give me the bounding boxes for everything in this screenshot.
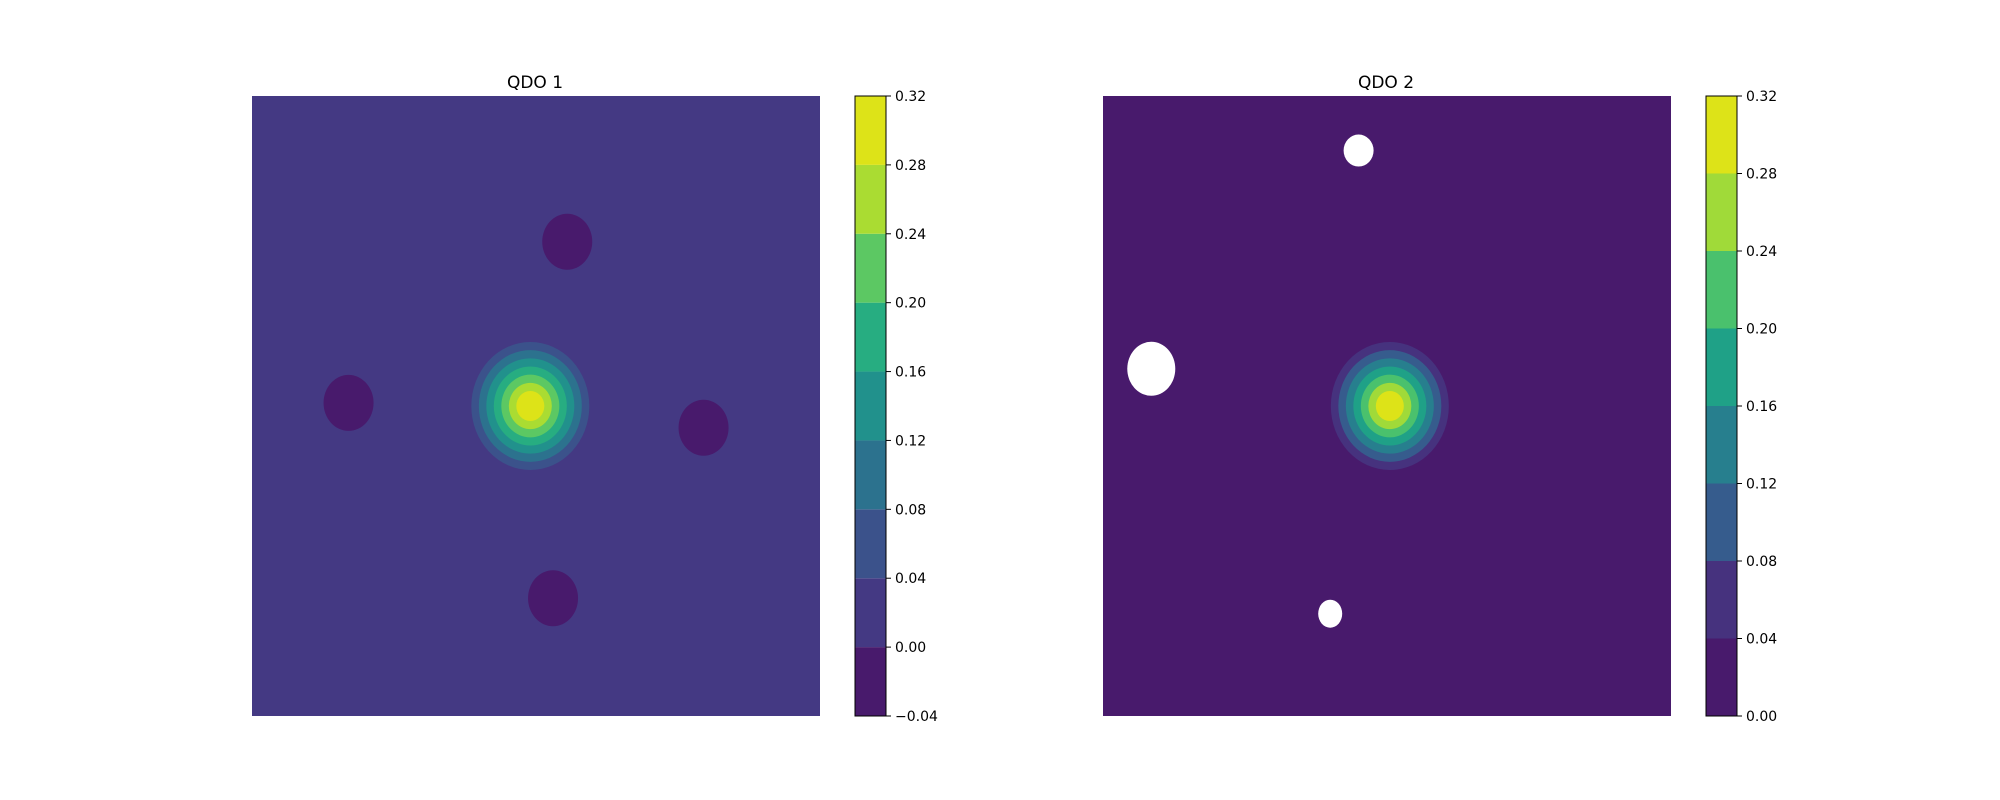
- colorbar-segment-1: [855, 647, 886, 716]
- panel-1-title: QDO 1: [507, 73, 563, 93]
- colorbar-tick-label: 0.08: [1746, 554, 1777, 570]
- unfilled-region-2: [1127, 342, 1175, 396]
- panel-2-title: QDO 2: [1358, 73, 1414, 93]
- colorbar-tick-label: 0.16: [895, 365, 926, 381]
- colorbar-tick-label: 0.20: [895, 296, 926, 312]
- colorbar-segment-7: [855, 234, 886, 303]
- colorbar-tick-label: 0.08: [895, 502, 926, 518]
- colorbar-segment-2: [855, 578, 886, 647]
- peak-contour-0.28: [516, 391, 544, 421]
- peak-contour-0.28: [1376, 391, 1404, 421]
- panel-1-plot: [252, 96, 820, 716]
- unfilled-region-3: [1318, 600, 1342, 628]
- colorbar-tick-label: 0.24: [1746, 244, 1777, 260]
- colorbar-tick-label: 0.12: [895, 433, 926, 449]
- unfilled-region-1: [1344, 135, 1374, 167]
- colorbar-segment-3: [855, 509, 886, 578]
- colorbar-tick-label: 0.04: [1746, 632, 1777, 648]
- colorbar-segment-2: [1706, 561, 1737, 639]
- colorbar-segment-6: [855, 303, 886, 372]
- dip-region-1: [542, 214, 592, 270]
- colorbar-segment-9: [855, 96, 886, 165]
- colorbar-tick-label: 0.32: [895, 89, 926, 105]
- colorbar-tick-label: 0.00: [895, 640, 926, 656]
- colorbar-segment-5: [855, 372, 886, 441]
- colorbar-segment-8: [855, 165, 886, 234]
- colorbar-segment-7: [1706, 174, 1737, 252]
- colorbar-tick-label: 0.04: [895, 571, 926, 587]
- dip-region-3: [679, 400, 729, 456]
- colorbar-segment-4: [1706, 406, 1737, 484]
- colorbar-segment-4: [855, 440, 886, 509]
- colorbar-tick-label: 0.20: [1746, 322, 1777, 338]
- colorbar-tick-label: 0.28: [1746, 167, 1777, 183]
- colorbar-segment-3: [1706, 484, 1737, 562]
- colorbar-tick-label: 0.32: [1746, 89, 1777, 105]
- colorbar-segment-6: [1706, 251, 1737, 329]
- panel-2-plot: [1103, 96, 1671, 716]
- colorbar-tick-label: 0.12: [1746, 477, 1777, 493]
- colorbar-segment-5: [1706, 329, 1737, 407]
- colorbar-tick-label: 0.28: [895, 158, 926, 174]
- dip-region-2: [324, 375, 374, 431]
- colorbar-tick-label: −0.04: [895, 709, 938, 725]
- colorbar-tick-label: 0.16: [1746, 399, 1777, 415]
- dip-region-4: [528, 570, 578, 626]
- colorbar-segment-8: [1706, 96, 1737, 174]
- colorbar-tick-label: 0.24: [895, 227, 926, 243]
- colorbar-segment-1: [1706, 639, 1737, 717]
- colorbar-tick-label: 0.00: [1746, 709, 1777, 725]
